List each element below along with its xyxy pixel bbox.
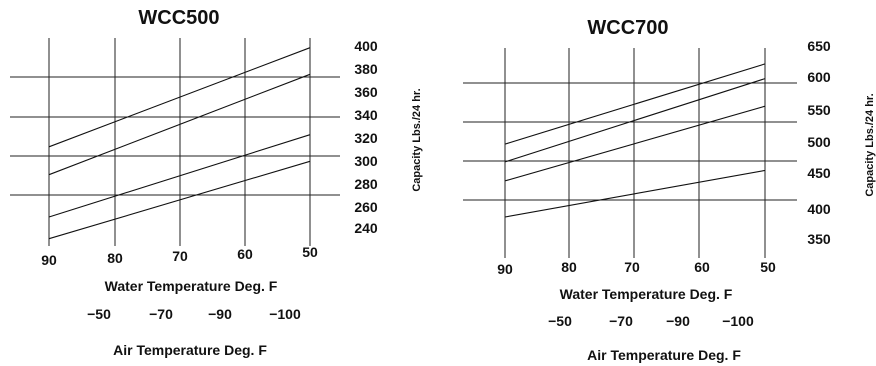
chart-wcc700: WCC700 650 600 550 500 450 400 350 Capac… xyxy=(463,17,876,363)
series-lines xyxy=(504,63,766,218)
x-tick-label: 50 xyxy=(302,244,318,260)
x-tick-labels: 90 80 70 60 50 xyxy=(497,259,776,277)
x-tick-label: 90 xyxy=(497,261,513,277)
x-tick-label: 60 xyxy=(694,259,710,275)
x2-tick-labels: −50 −70 −90 −100 xyxy=(87,306,301,322)
x2-tick-label: −100 xyxy=(722,313,754,329)
y-tick-label: 500 xyxy=(807,134,831,150)
x2-tick-label: −70 xyxy=(149,306,173,322)
y-tick-labels: 400 380 360 340 320 300 280 260 240 xyxy=(354,38,378,236)
y-tick-label: 650 xyxy=(807,38,831,54)
x-tick-label: 50 xyxy=(760,259,776,275)
y-tick-label: 340 xyxy=(354,107,378,123)
x2-tick-label: −50 xyxy=(87,306,111,322)
y-axis-label: Capacity Lbs./24 hr. xyxy=(411,88,423,191)
y-tick-label: 360 xyxy=(354,84,378,100)
x-tick-label: 60 xyxy=(237,246,253,262)
y-tick-label: 450 xyxy=(807,165,831,181)
x2-tick-label: −100 xyxy=(269,306,301,322)
x2-tick-labels: −50 −70 −90 −100 xyxy=(548,313,754,329)
grid xyxy=(10,38,340,246)
y-axis-label: Capacity Lbs./24 hr. xyxy=(864,93,876,196)
series-line-4 xyxy=(48,160,311,240)
y-tick-label: 320 xyxy=(354,130,378,146)
x-tick-labels: 90 80 70 60 50 xyxy=(41,244,318,268)
series-line-1 xyxy=(504,63,766,145)
chart-title: WCC500 xyxy=(138,7,219,29)
series-line-3 xyxy=(48,134,311,218)
chart-title: WCC700 xyxy=(587,17,668,39)
x2-tick-label: −90 xyxy=(208,306,232,322)
x-tick-label: 80 xyxy=(561,259,577,275)
x-axis-label: Water Temperature Deg. F xyxy=(105,278,278,294)
y-tick-label: 550 xyxy=(807,102,831,118)
y-tick-label: 400 xyxy=(807,201,831,217)
y-tick-label: 600 xyxy=(807,69,831,85)
series-line-1 xyxy=(48,47,311,148)
series-lines xyxy=(48,47,311,240)
x2-tick-label: −50 xyxy=(548,313,572,329)
x-axis-label: Water Temperature Deg. F xyxy=(560,286,733,302)
x-tick-label: 70 xyxy=(172,248,188,264)
x-tick-label: 80 xyxy=(107,250,123,266)
y-tick-label: 300 xyxy=(354,153,378,169)
y-tick-label: 260 xyxy=(354,199,378,215)
x-tick-label: 70 xyxy=(624,259,640,275)
series-line-2 xyxy=(48,73,311,176)
x-tick-label: 90 xyxy=(41,252,57,268)
y-tick-label: 240 xyxy=(354,220,378,236)
y-tick-label: 400 xyxy=(354,38,378,54)
x2-axis-label: Air Temperature Deg. F xyxy=(113,342,267,358)
series-line-3 xyxy=(504,105,766,182)
x2-tick-label: −90 xyxy=(666,313,690,329)
y-tick-label: 380 xyxy=(354,61,378,77)
y-tick-label: 280 xyxy=(354,176,378,192)
grid xyxy=(463,48,797,258)
y-tick-label: 350 xyxy=(807,231,831,247)
x2-tick-label: −70 xyxy=(609,313,633,329)
series-line-2 xyxy=(504,78,766,163)
y-tick-labels: 650 600 550 500 450 400 350 xyxy=(807,38,831,247)
chart-wcc500: WCC500 400 380 360 340 320 300 280 260 2… xyxy=(10,7,423,358)
x2-axis-label: Air Temperature Deg. F xyxy=(587,347,741,363)
series-line-4 xyxy=(504,169,766,218)
